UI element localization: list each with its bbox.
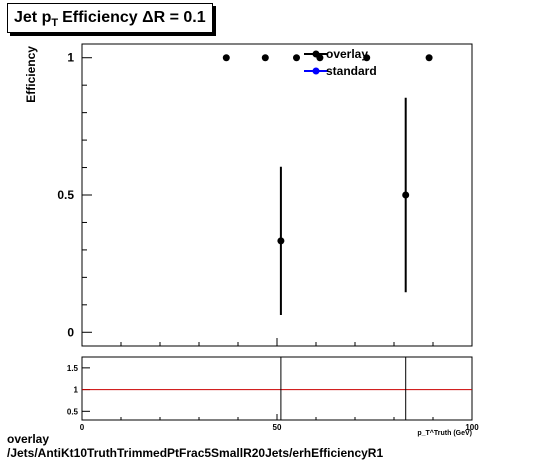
ratio-plot-frame (81, 356, 473, 421)
x-tick-label: 50 (273, 423, 282, 432)
legend-label-overlay: overlay (326, 47, 368, 61)
ratio-y-tick-label: 1 (74, 386, 79, 395)
data-point-overlay (293, 54, 300, 62)
data-point-overlay (402, 191, 410, 199)
data-point-overlay (425, 54, 433, 62)
y-tick-label: 0.5 (57, 188, 74, 202)
title-prefix: Jet p (14, 9, 52, 26)
data-point-overlay (363, 54, 371, 62)
ratio-y-tick-label: 0.5 (67, 407, 79, 416)
x-tick-label: 0 (80, 423, 85, 432)
footer-path: /Jets/AntiKt10TruthTrimmedPtFrac5SmallR2… (7, 446, 384, 460)
chart-title: Jet p T Efficiency ΔR = 0.1 (7, 3, 213, 33)
ratio-y-tick-label: 1.5 (67, 364, 79, 373)
data-point-overlay (261, 54, 269, 62)
x-axis-label: p_T^Truth (GeV) (417, 429, 472, 437)
y-tick-label: 1 (67, 51, 74, 65)
legend-marker-overlay (312, 50, 320, 58)
main-plot-frame (81, 43, 473, 347)
legend-label-standard: standard (326, 64, 377, 78)
data-point-overlay (277, 237, 285, 245)
title-suffix: Efficiency ΔR = 0.1 (62, 9, 206, 26)
y-tick-label: 0 (67, 325, 74, 339)
title-subscript: T (51, 17, 59, 29)
y-axis-label: Efficiency (24, 46, 38, 103)
legend-marker-standard (312, 67, 320, 75)
x-tick-label: 100 (465, 423, 479, 432)
data-point-overlay (222, 54, 230, 62)
footer-label: overlay (7, 432, 50, 446)
